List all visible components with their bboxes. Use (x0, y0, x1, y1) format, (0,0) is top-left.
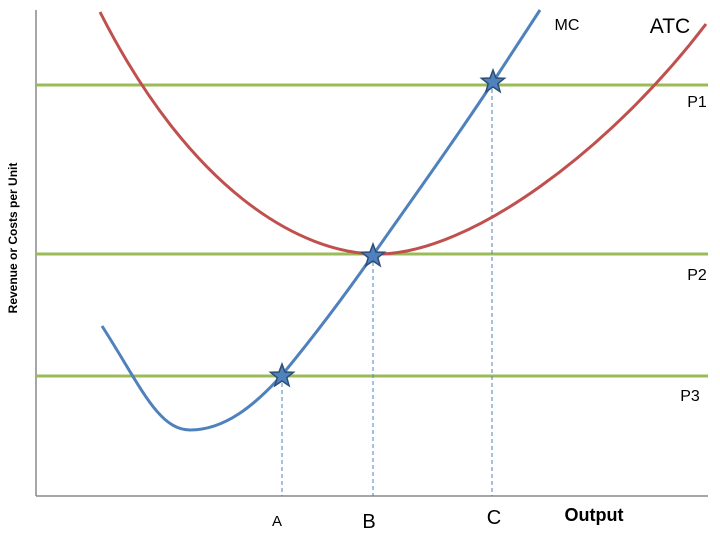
quantity-label: A (272, 513, 282, 530)
mc-curve (100, 9, 542, 432)
quantity-label: C (487, 507, 501, 529)
atc-curve (98, 11, 708, 256)
intersection-star (480, 69, 506, 93)
curve-label: MC (555, 17, 580, 34)
price-label: P2 (687, 267, 707, 284)
y-axis-label: Revenue or Costs per Unit (6, 163, 20, 314)
price-label: P3 (680, 388, 700, 405)
price-label: P1 (687, 94, 707, 111)
quantity-label: B (362, 511, 375, 533)
curve-label: ATC (650, 15, 690, 38)
x-axis-label: Output (565, 505, 624, 525)
